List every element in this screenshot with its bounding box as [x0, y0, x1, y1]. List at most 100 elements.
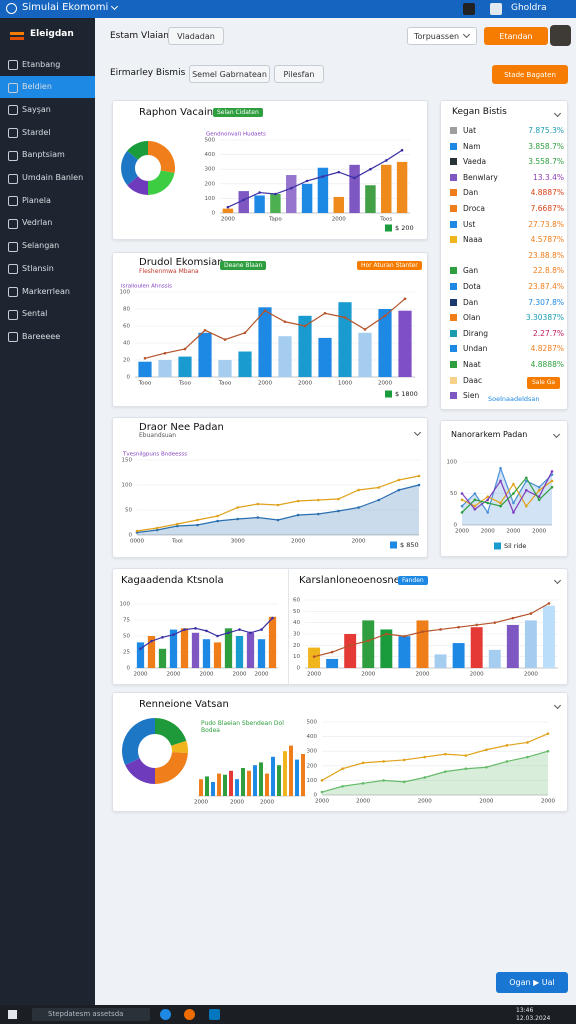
swatch: [450, 189, 457, 197]
list-row[interactable]: Droca 7.6687%: [450, 202, 564, 215]
nav-item[interactable]: Markerrlean: [0, 280, 95, 302]
list-label: Vaeda: [463, 157, 487, 167]
list-row[interactable]: Dan 4.8887%: [450, 186, 564, 199]
swatch: [450, 376, 457, 384]
list-value: 23.88.8%: [528, 250, 564, 260]
card: Kagaadenda Ktsnola Karslanloneoenosnea F…: [112, 568, 568, 685]
chevron[interactable]: [553, 576, 562, 585]
app-icon[interactable]: [184, 1009, 195, 1020]
swatch: [450, 283, 457, 290]
swatch: [450, 361, 457, 368]
list-value: 7.6687%: [530, 204, 564, 213]
list-row[interactable]: Naat 4.8888%: [450, 358, 564, 371]
swatch: [450, 298, 457, 306]
search-text: Stepdatesm assetsda: [48, 1010, 124, 1018]
list-row[interactable]: Dota 23.87.4%: [450, 280, 564, 293]
nav-item[interactable]: Etanbang: [0, 53, 95, 75]
list-label: Sien: [463, 391, 480, 401]
badge[interactable]: Fanden: [398, 576, 428, 585]
panel-title: Raphon Vacain: [139, 107, 214, 118]
list-row[interactable]: 23.88.8%: [450, 249, 564, 262]
action-button[interactable]: Etandan: [484, 27, 548, 45]
list-row[interactable]: Undan 4.8287%: [450, 342, 564, 355]
nav-item[interactable]: Vedrlan: [0, 212, 95, 234]
icon[interactable]: [463, 3, 475, 15]
start-icon[interactable]: [8, 1010, 17, 1019]
search-box[interactable]: [32, 1008, 150, 1021]
nav-item[interactable]: Stardel: [0, 121, 95, 143]
chevron[interactable]: [553, 701, 562, 710]
brand: Eleigdan: [30, 29, 74, 39]
app-icon[interactable]: [160, 1009, 171, 1020]
list-row[interactable]: Dan 7.307.8%: [450, 296, 564, 309]
card: Raphon Vacain Selan Cidaten: [112, 100, 428, 240]
nav-item[interactable]: Bareeeee: [0, 325, 95, 347]
badge[interactable]: Selan Cidaten: [213, 108, 263, 117]
swatch: [450, 314, 457, 322]
badge[interactable]: Deane Blaan: [220, 261, 267, 270]
list-row[interactable]: Vaeda 3.558.7%: [450, 155, 564, 168]
list-row[interactable]: Olan 3.30387%: [450, 311, 564, 324]
sidebar: Eleigdan Etanbang Beldien Sayşan Stardel Ban…: [0, 18, 95, 1005]
badge[interactable]: Hor Aturan Stanter: [357, 261, 422, 270]
nav-item[interactable]: Pianela: [0, 189, 95, 211]
nav-item[interactable]: Beldien: [0, 75, 95, 98]
nav-item[interactable]: Sental: [0, 303, 95, 325]
swatch: [450, 142, 457, 150]
list-row[interactable]: Daac: [450, 374, 564, 387]
action-button[interactable]: Stade Bagaten: [492, 65, 568, 84]
list-value: 3.30387%: [525, 313, 564, 323]
date: 12.03.2024: [516, 1015, 551, 1022]
nav-item[interactable]: Stlansin: [0, 257, 95, 279]
button[interactable]: Semel Gabrnatean: [189, 65, 270, 83]
list-row[interactable]: Sien: [450, 389, 564, 402]
chevron[interactable]: [110, 2, 119, 11]
dropdown[interactable]: Torpuassen: [407, 27, 477, 45]
button[interactable]: Vladadan: [168, 27, 224, 45]
nav-item[interactable]: Banptsiam: [0, 144, 95, 166]
list-row[interactable]: Benwlary 13.3.4%: [450, 171, 564, 184]
panel-subtitle: Fleshenmwa Mbana: [139, 268, 199, 275]
list-value: 4.5787%: [530, 235, 564, 245]
swatch: [450, 173, 457, 181]
nav-item[interactable]: Sayşan: [0, 98, 95, 120]
chevron[interactable]: [553, 109, 562, 118]
user-name[interactable]: Gholdra: [511, 3, 547, 13]
footer-button[interactable]: Ogan ▶ Ual: [496, 972, 568, 993]
brand-icon: [10, 32, 24, 40]
list-row[interactable]: Uat 7.875.3%: [450, 124, 564, 137]
nav-item[interactable]: Umdain Banlen: [0, 167, 95, 189]
app-icon[interactable]: [209, 1009, 220, 1020]
list-row[interactable]: Gan 22.8.8%: [450, 264, 564, 277]
chevron[interactable]: [413, 428, 422, 437]
panel-title: Drudol Ekomsian: [139, 257, 224, 268]
nav-item[interactable]: Selangan: [0, 235, 95, 257]
chevron[interactable]: [552, 430, 561, 439]
list-value: 7.875.3%: [528, 126, 564, 135]
list-row[interactable]: Naaa 4.5787%: [450, 233, 564, 246]
list-value: 22.8.8%: [533, 266, 564, 276]
clock: 13:46: [516, 1007, 534, 1014]
list-row[interactable]: Ust 27.73.8%: [450, 218, 564, 231]
header-title: Estam Vlaian: [110, 31, 169, 41]
icon[interactable]: [490, 3, 502, 15]
list-label: Dota: [463, 282, 481, 291]
card: Nanorarkem Padan: [440, 420, 568, 557]
avatar[interactable]: [550, 25, 571, 46]
list-label: Naat: [463, 360, 481, 369]
list-button[interactable]: Sale Ga: [527, 377, 560, 389]
list-label: Naaa: [463, 235, 483, 245]
swatch: [450, 205, 457, 212]
list-row[interactable]: Nam 3.858.7%: [450, 140, 564, 153]
swatch: [450, 329, 457, 337]
list-card: Kegan Bistis: [440, 100, 568, 410]
swatch: [450, 267, 457, 275]
list-label: Dan: [463, 188, 479, 198]
list-row[interactable]: Dirang 2.27.7%: [450, 327, 564, 340]
button[interactable]: Pilesfan: [274, 65, 324, 83]
list-footer: Soelnaadeldsan: [488, 395, 540, 403]
panel-title: Nanorarkem Padan: [451, 430, 528, 439]
swatch: [450, 127, 457, 134]
card: Renneione Vatsan Pudo Blaeian Sbendean D…: [112, 692, 568, 812]
